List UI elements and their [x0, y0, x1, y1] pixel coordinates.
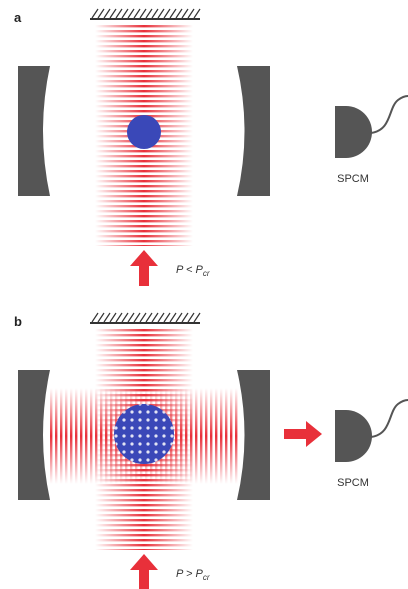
hatch	[164, 9, 170, 18]
cavity-mirror	[18, 370, 50, 500]
hatch	[146, 313, 152, 322]
hatch	[92, 313, 98, 322]
hatch	[122, 9, 128, 18]
cavity-mirror	[18, 66, 50, 196]
condition-label: P < Pcr	[176, 264, 210, 278]
atom-lattice	[114, 404, 174, 464]
hatch	[176, 9, 182, 18]
hatch	[98, 9, 104, 18]
hatch	[182, 9, 188, 18]
atom-cloud	[127, 115, 161, 149]
hatch	[176, 313, 182, 322]
hatch	[182, 313, 188, 322]
detector	[335, 106, 372, 158]
fiber	[371, 96, 408, 133]
panel: b SPCM P > Pcr	[14, 313, 408, 589]
hatch	[134, 9, 140, 18]
detector	[335, 410, 372, 462]
hatch	[158, 9, 164, 18]
hatch	[92, 9, 98, 18]
hatch	[98, 313, 104, 322]
output-arrow	[284, 421, 322, 447]
condition-text: P > P	[176, 568, 203, 580]
hatch	[116, 313, 122, 322]
condition-subscript: cr	[203, 269, 210, 278]
detector-label: SPCM	[337, 477, 369, 489]
hatch	[104, 9, 110, 18]
panel-label: a	[14, 10, 22, 25]
hatch	[146, 9, 152, 18]
pump-arrow	[130, 250, 158, 286]
panel-label: b	[14, 314, 22, 329]
pump-arrow	[130, 554, 158, 589]
hatch	[104, 313, 110, 322]
hatch	[164, 313, 170, 322]
hatch	[152, 9, 158, 18]
fiber	[371, 400, 408, 437]
hatch	[128, 9, 134, 18]
hatch	[194, 9, 200, 18]
hatch	[110, 313, 116, 322]
panel: a SPCM P < Pcr	[14, 9, 408, 286]
hatch	[140, 9, 146, 18]
hatch	[110, 9, 116, 18]
hatch	[170, 313, 176, 322]
condition-subscript: cr	[203, 573, 210, 582]
hatch	[188, 9, 194, 18]
hatch	[188, 313, 194, 322]
condition-text: P < P	[176, 264, 203, 276]
cavity-mirror	[237, 66, 270, 196]
detector-label: SPCM	[337, 173, 369, 185]
hatch	[140, 313, 146, 322]
hatch	[194, 313, 200, 322]
hatch	[158, 313, 164, 322]
hatch	[152, 313, 158, 322]
hatch	[128, 313, 134, 322]
hatch	[116, 9, 122, 18]
hatch	[170, 9, 176, 18]
figure: aSPCMP < PcrbSPCMP > Pcr	[0, 0, 408, 589]
cavity-mirror	[237, 370, 270, 500]
hatch	[122, 313, 128, 322]
condition-label: P > Pcr	[176, 568, 210, 582]
hatch	[134, 313, 140, 322]
